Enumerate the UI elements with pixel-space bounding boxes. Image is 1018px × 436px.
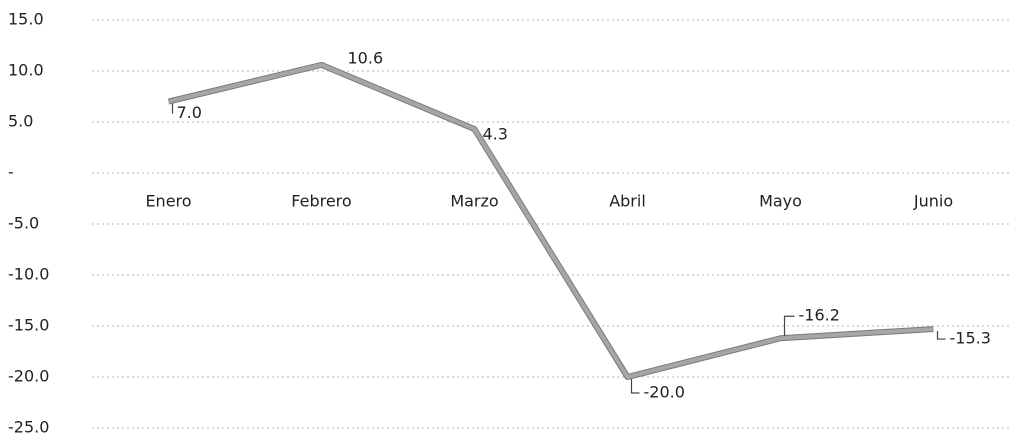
y-tick-label: -25.0: [8, 418, 49, 436]
y-tick-label: -10.0: [8, 265, 49, 284]
leader-line: [783, 315, 795, 337]
leader-line: [630, 379, 640, 394]
x-tick-label: Junio: [913, 192, 953, 211]
line: [168, 62, 934, 379]
y-tick-label: -15.0: [8, 316, 49, 335]
leader-line: [936, 331, 946, 340]
y-tick-label: 5.0: [8, 112, 33, 131]
x-tick-label: Mayo: [759, 192, 802, 211]
x-tick-label: Enero: [145, 192, 191, 211]
x-tick-label: Febrero: [291, 192, 351, 211]
y-tick-label: 10.0: [8, 61, 44, 80]
line-outline: [167, 61, 934, 380]
y-tick-label: -: [8, 163, 14, 182]
data-label: 10.6: [348, 48, 384, 67]
x-tick-label: Abril: [609, 192, 646, 211]
y-tick-label: 15.0: [8, 10, 44, 29]
y-tick-label: -20.0: [8, 367, 49, 386]
data-label: -16.2: [799, 306, 840, 325]
data-label: -15.3: [950, 329, 991, 348]
x-tick-label: Marzo: [450, 192, 498, 211]
data-label: -20.0: [644, 383, 685, 402]
data-label: 7.0: [177, 103, 202, 122]
data-label: 4.3: [483, 125, 508, 144]
y-tick-label: -5.0: [8, 214, 39, 233]
